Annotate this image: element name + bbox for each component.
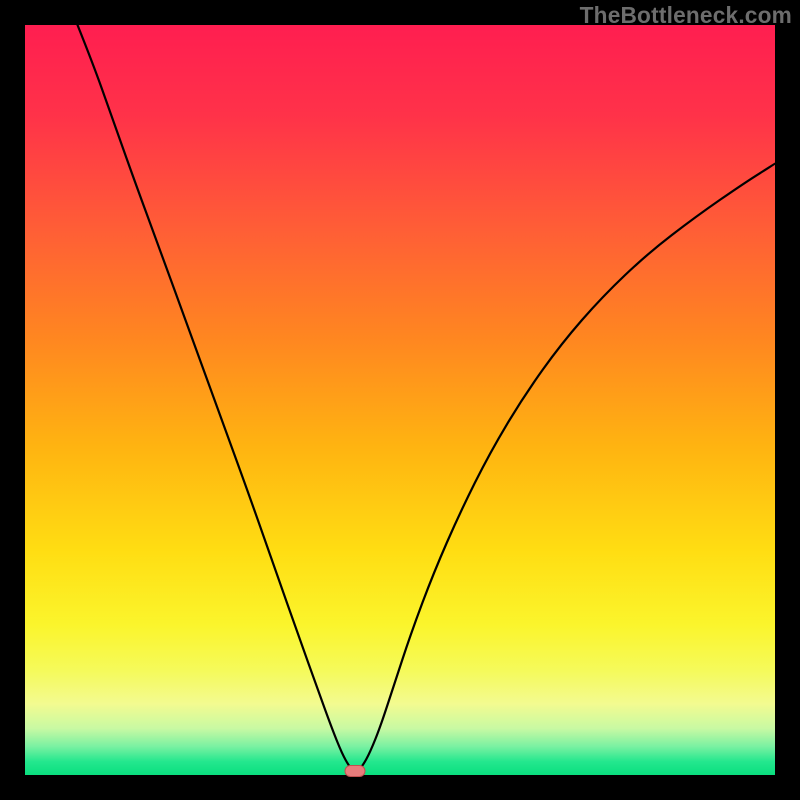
bottleneck-curve [25,25,775,775]
chart-canvas: TheBottleneck.com [0,0,800,800]
plot-area [25,25,775,775]
watermark-text: TheBottleneck.com [580,2,792,29]
optimum-marker [345,765,366,777]
